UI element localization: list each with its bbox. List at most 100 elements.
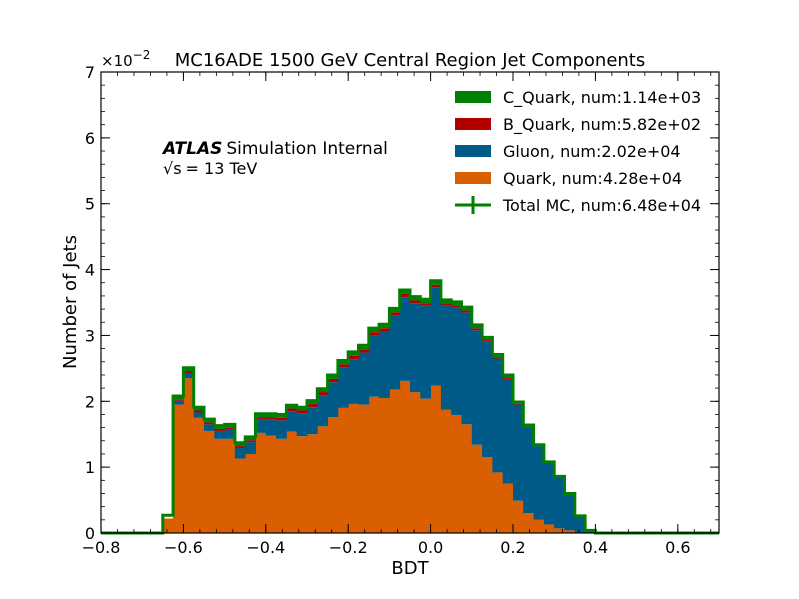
bar [317,388,328,393]
y-multiplier-base: ×10 [101,52,133,70]
bar [358,404,370,533]
bar [307,407,318,435]
bar [543,524,555,533]
bar [451,301,462,306]
bar [348,359,359,404]
bar [389,389,401,533]
legend-label: Gluon, num:2.02e+04 [503,142,681,161]
y-tick-label: 6 [85,129,95,148]
stacked-bars [162,280,596,533]
sqrt-s: √s [163,159,182,178]
chart-title: MC16ADE 1500 GeV Central Region Jet Comp… [175,50,646,71]
bar [502,483,514,533]
bar [533,519,545,533]
bar [245,442,256,454]
bar [204,422,215,425]
bar [564,493,576,531]
bar [276,420,287,439]
bar [193,410,205,413]
bar [276,414,287,418]
bar [440,299,452,304]
bar [389,315,401,390]
bar [379,324,390,329]
energy-value: = 13 TeV [186,159,258,178]
bar [307,403,318,408]
bar [461,424,473,533]
bar [410,300,421,304]
bar [193,407,205,411]
bar [162,518,174,533]
bar [471,324,483,329]
bar [482,340,493,342]
bar [368,335,380,397]
bar [471,330,483,445]
bar [224,427,236,430]
y-tick-label: 7 [85,63,95,82]
bar [420,299,431,304]
bar [317,395,328,427]
bar [245,453,256,533]
bar [368,332,380,336]
x-tick-label: −0.4 [246,538,285,557]
x-tick-label: −0.6 [164,538,203,557]
bar [265,419,277,436]
y-tick-label: 4 [85,261,95,280]
bar [307,400,318,404]
bar [358,345,370,350]
bar [255,413,267,418]
bar [214,428,225,431]
total-mc-outline [101,279,719,535]
bar [399,297,411,381]
axis-ticks: −0.8 −0.6 −0.4 −0.2 0.0 0.2 0.4 0.6 0 1 2 3 4 5 6 7 [82,63,719,557]
bar [492,358,504,473]
bar [317,392,328,396]
bar [265,435,277,533]
bar [255,432,267,533]
bar [410,392,421,533]
bar [173,399,184,401]
bar [276,438,287,533]
bar [183,372,195,379]
bar [193,412,205,418]
bar [327,417,339,533]
bar [255,417,267,420]
bar [410,303,421,393]
bar [440,409,452,533]
bar [379,397,390,533]
bar [214,430,225,439]
bar [183,370,195,373]
bar [554,528,565,533]
bar [327,378,339,383]
bar [430,280,442,285]
bar [337,407,349,533]
legend-item: C_Quark, num:1.14e+03 [455,88,701,108]
bar [389,312,401,316]
bar [348,355,359,360]
bar [317,426,328,533]
bar [420,398,431,533]
bar [286,411,298,432]
legend-label: C_Quark, num:1.14e+03 [503,88,701,108]
bar [451,305,462,308]
legend-label: Quark, num:4.28e+04 [503,169,682,188]
bar [296,413,308,437]
x-tick-label: −0.2 [329,538,368,557]
bar [420,305,431,399]
bar [296,407,308,411]
bar [420,303,431,306]
atlas-status: Simulation Internal [226,139,387,159]
bar [358,352,370,405]
bar [327,382,339,418]
bar [337,364,349,368]
bar [337,367,349,408]
bar [173,404,184,533]
bar [307,434,318,533]
bar [193,417,205,533]
legend-swatch [455,91,491,103]
bar [523,513,534,533]
bar [214,438,225,533]
bar [389,308,401,313]
bar [348,403,359,533]
